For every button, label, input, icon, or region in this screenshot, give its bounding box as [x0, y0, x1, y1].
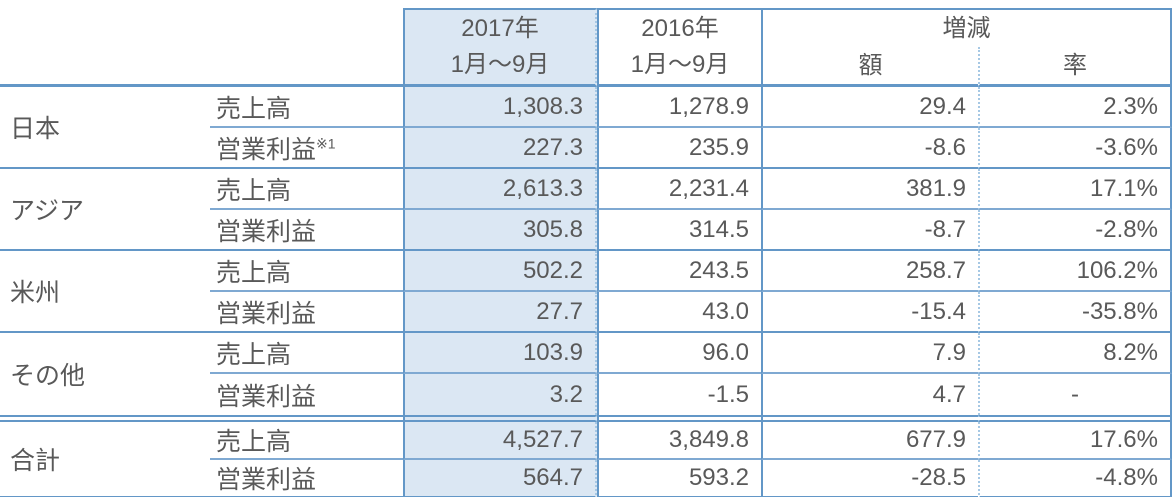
header-2017-cell: 2017年 1月～9月: [403, 8, 597, 87]
change-rate-cell: 8.2%: [978, 333, 1172, 374]
table-row-americas-profit: 営業利益 27.7 43.0 -15.4 -35.8%: [0, 292, 1172, 333]
change-rate-cell: 106.2%: [978, 251, 1172, 292]
change-amount-cell: -15.4: [761, 292, 978, 333]
header-row-1: 2017年 1月～9月 2016年 1月～9月 増減: [0, 8, 1172, 87]
table-row-japan-sales: 日本 売上高 1,308.3 1,278.9 29.4 2.3%: [0, 87, 1172, 169]
table-row-other-sales: その他 売上高 103.9 96.0 7.9 8.2%: [0, 333, 1172, 390]
header-change-rate-cell: 率: [978, 47, 1172, 87]
table-row-total-sales: 合計 売上高 4,527.7 3,849.8 677.9 17.6%: [0, 422, 1172, 497]
metric-cell: 営業利益: [210, 292, 403, 333]
change-amount-cell: -8.6: [761, 128, 978, 169]
change-rate-cell: -3.6%: [978, 128, 1172, 169]
region-cell: 日本: [0, 87, 210, 169]
value-2016-cell: 2,231.4: [597, 169, 761, 210]
header-2016-year: 2016年: [641, 15, 719, 42]
metric-cell: 売上高: [210, 87, 403, 128]
change-amount-cell: -8.7: [761, 210, 978, 251]
header-2017-year: 2017年: [461, 15, 539, 42]
region-cell: アジア: [0, 169, 210, 251]
change-rate-cell: 17.6%: [978, 422, 1172, 460]
metric-cell: 売上高: [210, 333, 403, 374]
table-row-other-profit: 営業利益 3.2 -1.5 4.7 -: [0, 374, 1172, 415]
footnote-marker: ※1: [316, 135, 336, 152]
metric-cell: 売上高: [210, 251, 403, 292]
change-amount-cell: -28.5: [761, 460, 978, 497]
change-amount-cell: 29.4: [761, 87, 978, 128]
header-2017-period: 1月～9月: [450, 51, 550, 78]
change-amount-cell: 677.9: [761, 422, 978, 460]
metric-cell: 売上高: [210, 422, 403, 460]
value-2016-cell: -1.5: [597, 374, 761, 415]
region-cell: 合計: [0, 422, 210, 497]
change-rate-cell: -4.8%: [978, 460, 1172, 497]
metric-cell: 営業利益: [210, 460, 403, 497]
change-rate-cell: -: [978, 374, 1172, 415]
region-cell: その他: [10, 362, 86, 390]
change-rate-cell: 2.3%: [978, 87, 1172, 128]
value-2016-cell: 1,278.9: [597, 87, 761, 128]
region-cell: 米州: [0, 251, 210, 333]
value-2016-cell: 43.0: [597, 292, 761, 333]
metric-cell: 売上高: [210, 169, 403, 210]
change-rate-cell: 17.1%: [978, 169, 1172, 210]
header-change-amount-cell: 額: [761, 47, 978, 87]
value-2016-cell: 96.0: [597, 333, 761, 374]
value-2016-cell: 314.5: [597, 210, 761, 251]
header-row-2: 額 率: [0, 47, 1172, 87]
value-2017-cell: 2,613.3: [403, 169, 597, 210]
table-row-asia-profit: 営業利益 305.8 314.5 -8.7 -2.8%: [0, 210, 1172, 251]
value-2017-cell: 564.7: [403, 460, 597, 497]
change-amount-cell: 7.9: [761, 333, 978, 374]
change-rate-cell: -35.8%: [978, 292, 1172, 333]
value-2017-cell: 4,527.7: [403, 422, 597, 460]
value-2016-cell: 235.9: [597, 128, 761, 169]
metric-cell: 営業利益: [210, 210, 403, 251]
value-2017-cell: 305.8: [403, 210, 597, 251]
segment-results-table: 2017年 1月～9月 2016年 1月～9月 増減 額 率 日本 売上高 1,…: [0, 8, 1172, 497]
value-2016-cell: 3,849.8: [597, 422, 761, 460]
change-rate-cell: -2.8%: [978, 210, 1172, 251]
value-2017-cell: 1,308.3: [403, 87, 597, 128]
value-2017-cell: 103.9: [403, 333, 597, 374]
table-row-japan-profit: 営業利益※1 227.3 235.9 -8.6 -3.6%: [0, 128, 1172, 169]
value-2016-cell: 593.2: [597, 460, 761, 497]
value-2017-cell: 502.2: [403, 251, 597, 292]
value-2017-cell: 227.3: [403, 128, 597, 169]
change-amount-cell: 381.9: [761, 169, 978, 210]
header-2016-cell: 2016年 1月～9月: [597, 8, 761, 87]
change-amount-cell: 258.7: [761, 251, 978, 292]
value-2017-cell: 27.7: [403, 292, 597, 333]
value-2017-cell: 3.2: [403, 374, 597, 415]
double-rule-separator: [0, 415, 1172, 422]
header-change-group-cell: 増減: [761, 8, 1172, 47]
header-corner-cell: [0, 8, 403, 87]
table-row-americas-sales: 米州 売上高 502.2 243.5 258.7 106.2%: [0, 251, 1172, 333]
header-2016-period: 1月～9月: [630, 51, 730, 78]
table-row-asia-sales: アジア 売上高 2,613.3 2,231.4 381.9 17.1%: [0, 169, 1172, 251]
metric-cell: 営業利益: [216, 382, 317, 411]
metric-cell: 営業利益※1: [210, 128, 403, 169]
change-amount-cell: 4.7: [761, 374, 978, 415]
value-2016-cell: 243.5: [597, 251, 761, 292]
